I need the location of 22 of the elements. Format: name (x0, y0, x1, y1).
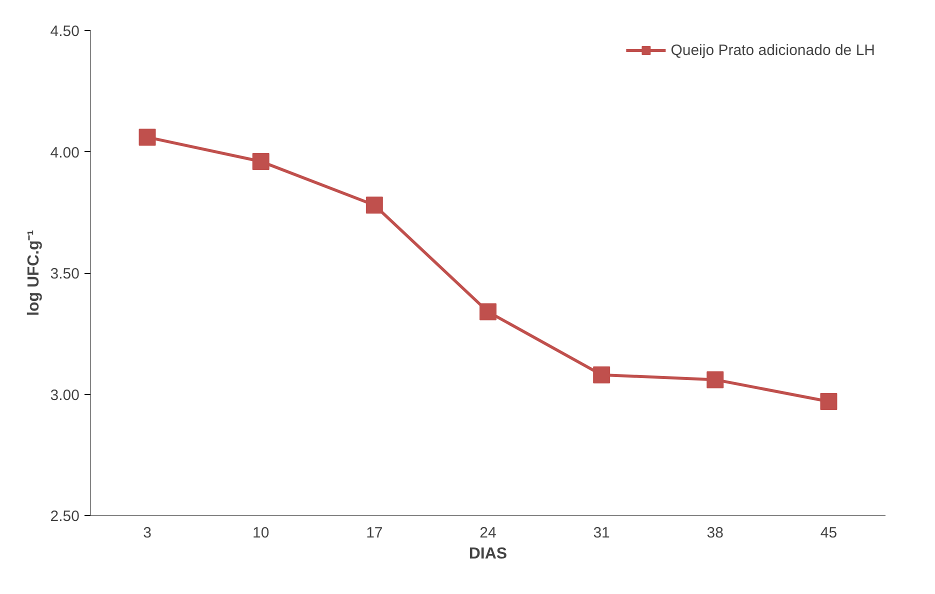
point (593, 366, 610, 384)
y-tick-label: 4.50 (50, 23, 80, 40)
legend-label: Queijo Prato adicionado de LH (670, 42, 875, 58)
x-tick-label: 38 (706, 524, 724, 542)
y-tick-label: 3.50 (50, 266, 80, 282)
point (820, 393, 838, 410)
x-axis-title: DIAS (468, 546, 508, 562)
x-tick-label: 31 (593, 524, 610, 542)
x-tick-label: 10 (252, 524, 270, 542)
y-tick-label: 2.50 (50, 508, 80, 525)
x-tick-label: 3 (143, 524, 152, 542)
point (480, 303, 496, 320)
point (706, 371, 724, 388)
y-tick-label: 4.00 (50, 144, 80, 162)
y-axis-title: log UFC.g⁻¹ (25, 230, 42, 316)
point (138, 128, 156, 146)
point (366, 196, 383, 214)
x-tick-label: 45 (820, 524, 838, 542)
y-tick-label: 3.00 (50, 386, 80, 404)
x-tick-label: 17 (366, 524, 383, 542)
point (252, 152, 270, 170)
x-tick-label: 24 (480, 524, 496, 542)
